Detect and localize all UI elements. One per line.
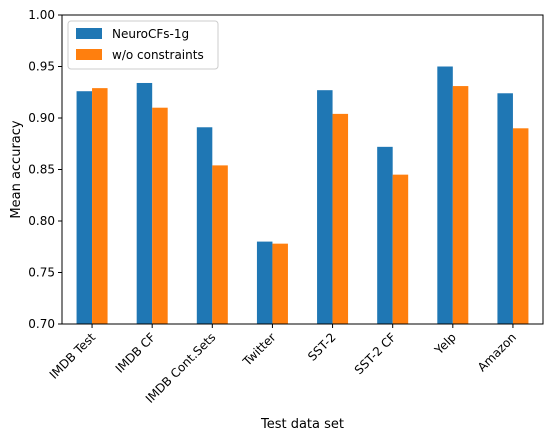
bar-neurocfs-5 xyxy=(377,147,393,324)
y-tick-label: 0.90 xyxy=(28,111,55,125)
y-tick-label: 0.95 xyxy=(28,60,55,74)
y-tick-label: 0.75 xyxy=(28,266,55,280)
bar-neurocfs-4 xyxy=(317,90,333,324)
bar-neurocfs-6 xyxy=(437,67,453,325)
legend: NeuroCFs-1g w/o constraints xyxy=(68,21,218,69)
legend-label-wo-constraints: w/o constraints xyxy=(112,48,204,62)
x-tick-label: Amazon xyxy=(475,330,519,374)
x-tick-label: IMDB CF xyxy=(113,330,159,376)
y-axis-title: Mean accuracy xyxy=(9,120,24,219)
bar-wo-constraints-5 xyxy=(393,175,409,324)
bar-wo-constraints-1 xyxy=(152,108,168,324)
bar-wo-constraints-7 xyxy=(513,128,529,324)
y-tick-label: 1.00 xyxy=(28,8,55,22)
bar-neurocfs-2 xyxy=(197,127,213,324)
bar-neurocfs-7 xyxy=(497,93,513,324)
x-tick-label: SST-2 CF xyxy=(352,330,399,377)
bars-layer xyxy=(77,67,529,325)
x-tick-label: Twitter xyxy=(240,330,279,369)
bar-neurocfs-1 xyxy=(137,83,153,324)
bar-neurocfs-3 xyxy=(257,242,273,324)
legend-swatch-wo-constraints xyxy=(76,49,102,60)
y-tick-label: 0.85 xyxy=(28,163,55,177)
bar-wo-constraints-0 xyxy=(92,88,108,324)
x-tick-label: SST-2 xyxy=(305,330,339,364)
y-tick-label: 0.80 xyxy=(28,214,55,228)
x-tick-label: IMDB Test xyxy=(47,330,99,382)
bar-neurocfs-0 xyxy=(77,91,93,324)
legend-swatch-neurocfs xyxy=(76,28,102,39)
bar-wo-constraints-6 xyxy=(453,86,469,324)
x-axis-title: Test data set xyxy=(260,417,344,432)
y-tick-label: 0.70 xyxy=(28,317,55,331)
legend-label-neurocfs: NeuroCFs-1g xyxy=(112,27,189,41)
bar-wo-constraints-3 xyxy=(272,244,288,324)
bar-wo-constraints-4 xyxy=(333,114,349,324)
bar-wo-constraints-2 xyxy=(212,165,228,324)
y-axis: 0.70 0.75 0.80 0.85 0.90 0.95 1.00 xyxy=(28,8,62,331)
x-tick-label: Yelp xyxy=(431,330,459,358)
